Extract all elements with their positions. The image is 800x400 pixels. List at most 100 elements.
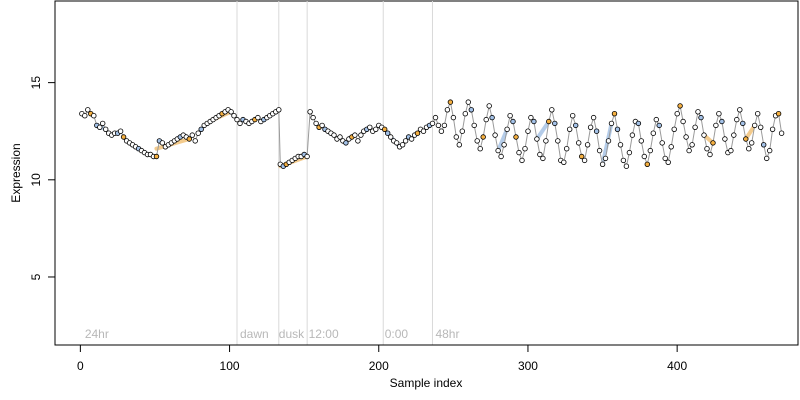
data-point [665, 159, 671, 165]
data-point [659, 140, 665, 146]
data-point [564, 145, 570, 152]
data-point [540, 155, 546, 162]
data-point [537, 151, 543, 158]
data-point [656, 122, 662, 129]
data-point [516, 149, 522, 156]
data-point [102, 126, 109, 132]
data-point [617, 142, 624, 148]
data-point [153, 153, 160, 160]
data-point [441, 122, 448, 129]
data-point [495, 147, 501, 154]
data-point [608, 120, 615, 127]
data-point [507, 112, 513, 119]
highlight-segment [496, 127, 510, 153]
data-point [352, 132, 358, 138]
x-tick-label: 400 [667, 359, 687, 373]
x-tick-label: 100 [220, 359, 240, 373]
data-point [304, 153, 310, 160]
data-point [483, 116, 489, 123]
data-point [337, 134, 343, 140]
data-point [186, 136, 192, 142]
data-point [680, 118, 686, 125]
data-point [120, 134, 127, 140]
data-point [647, 147, 653, 154]
data-point [435, 122, 442, 129]
data-point [758, 124, 764, 130]
data-point [689, 142, 695, 148]
data-point [444, 107, 451, 113]
annotation-label: 48hr [435, 327, 459, 341]
data-point [462, 110, 468, 117]
data-point [755, 110, 761, 117]
data-point [453, 134, 459, 140]
data-point [602, 155, 609, 162]
annotation-label: dusk [279, 327, 305, 341]
data-point [593, 128, 600, 134]
data-point [573, 122, 579, 129]
data-point [97, 124, 103, 130]
data-point [382, 126, 388, 132]
annotation-label: dawn [240, 327, 269, 341]
data-point [731, 132, 737, 138]
data-point [522, 145, 528, 152]
data-point [599, 161, 606, 167]
data-point [653, 116, 659, 123]
data-point [486, 103, 492, 109]
data-point [692, 124, 698, 130]
data-point [501, 142, 507, 148]
data-point [91, 112, 97, 119]
data-point [579, 153, 585, 160]
data-point [399, 142, 406, 148]
data-point [198, 126, 204, 132]
data-point [459, 128, 465, 134]
data-point [85, 107, 91, 113]
annotation-label: 24hr [85, 327, 109, 341]
data-point [189, 132, 195, 138]
data-point [319, 122, 325, 129]
data-point [641, 153, 647, 160]
data-point [707, 151, 713, 158]
data-point [734, 116, 740, 123]
data-point [761, 142, 767, 148]
data-point [611, 110, 618, 117]
data-point [531, 118, 537, 125]
data-point [307, 109, 313, 115]
data-point [343, 140, 349, 146]
data-point [623, 163, 630, 169]
data-point [159, 140, 166, 146]
data-point [567, 126, 573, 132]
annotation-label: 0:00 [385, 327, 409, 341]
data-point [432, 114, 439, 121]
data-point [752, 122, 758, 129]
data-point [769, 126, 776, 132]
data-point [713, 122, 719, 129]
annotation-label: 12:00 [309, 327, 339, 341]
data-point [310, 114, 316, 121]
y-tick-label: 15 [29, 76, 43, 90]
data-point [331, 132, 337, 138]
data-point [474, 138, 480, 144]
data-point [737, 107, 743, 113]
data-point [620, 157, 627, 164]
data-point [510, 118, 516, 125]
data-point [492, 132, 498, 138]
data-point [313, 120, 319, 127]
data-point [686, 147, 692, 154]
data-point [743, 136, 749, 142]
data-point [534, 136, 540, 142]
data-point [438, 128, 445, 134]
data-point [740, 120, 746, 127]
data-point [99, 120, 106, 127]
data-point [614, 126, 621, 132]
data-point [728, 147, 734, 154]
data-point [255, 114, 261, 121]
data-point [671, 126, 677, 132]
data-point [629, 132, 636, 138]
data-point [704, 145, 710, 152]
y-axis: 5 10 15 [29, 76, 56, 280]
data-point [764, 155, 770, 162]
data-point [674, 110, 680, 117]
data-point [605, 138, 612, 144]
x-tick-label: 0 [77, 359, 84, 373]
data-point [388, 134, 394, 140]
